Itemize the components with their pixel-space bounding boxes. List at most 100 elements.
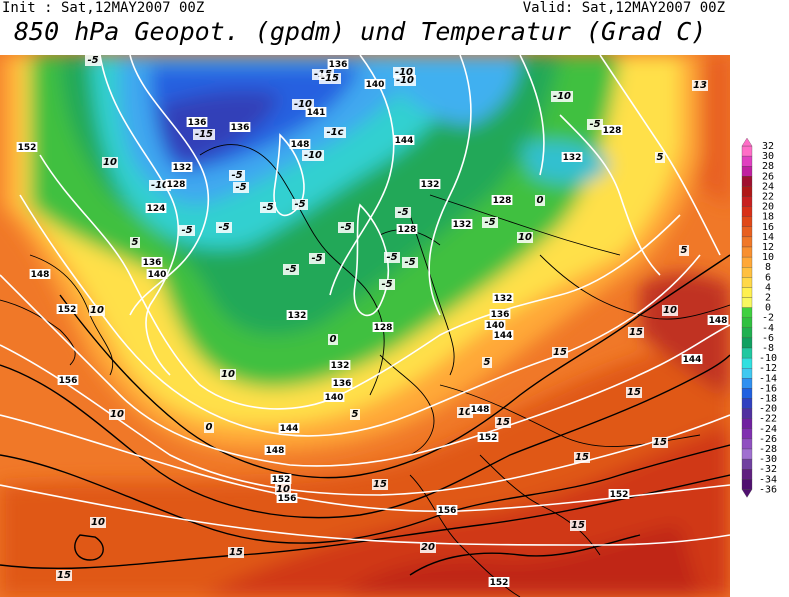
isotherm-label-bg: [292, 99, 314, 110]
geopotential-label: 128: [603, 126, 622, 136]
isotherm-label: -5: [218, 222, 229, 233]
colorbar-swatch: [741, 166, 753, 177]
colorbar-tick-label: -4: [762, 323, 774, 334]
isotherm-label-bg: [149, 180, 171, 191]
isotherm-label: -5: [294, 199, 305, 210]
isotherm-label-bg: [574, 452, 590, 463]
isotherm-label: -5: [386, 252, 397, 263]
isotherm-label-bg: [626, 387, 642, 398]
colorbar-tick-label: -32: [759, 464, 777, 475]
geopotential-label-bg: [276, 493, 298, 503]
colorbar-swatch: [741, 337, 753, 349]
isotherm-label-bg: [275, 484, 291, 495]
isotherm-label: 15: [373, 479, 387, 490]
colorbar-swatch: [741, 287, 753, 298]
geopotential-label-bg: [372, 322, 394, 332]
colorbar-tick-label: -24: [759, 424, 777, 435]
colorbar-swatch: [741, 307, 753, 318]
isotherm-label-bg: [395, 207, 411, 218]
isotherm-label-bg: [56, 570, 72, 581]
geopotential-label-bg: [364, 79, 386, 89]
isotherm-label-bg: [130, 237, 140, 248]
geopotential-contours: [0, 55, 730, 546]
isotherm-label: 5: [484, 357, 491, 368]
geopotential-label: 128: [374, 323, 393, 333]
colorbar-swatch: [741, 176, 753, 187]
isotherm-label: 13: [693, 80, 707, 91]
geopotential-label-bg: [29, 269, 51, 279]
colorbar-swatches: [741, 138, 753, 498]
isotherm-label-bg: [655, 152, 665, 163]
map-svg: -5-15-10-10-15-1013-15-10-1c-5-10-55-10-…: [0, 55, 730, 597]
colorbar-swatch: [741, 277, 753, 288]
isotherm-label-bg: [229, 170, 245, 181]
colorbar-swatch: [741, 236, 753, 248]
geopotential-label-bg: [286, 310, 308, 320]
isotherm-label-bg: [109, 409, 125, 420]
isotherm-label-bg: [179, 225, 195, 236]
isotherm-label-bg: [551, 91, 573, 102]
geopotential-label-bg: [329, 360, 351, 370]
colorbar-tick-label: -18: [759, 394, 777, 405]
geopotential-label-bg: [146, 269, 168, 279]
geopotential-label: 132: [421, 180, 440, 190]
isotherm-label: -10: [553, 91, 571, 102]
temperature-colorbar: 32302826242220181614121086420-2-4-6-8-10…: [741, 138, 777, 498]
colorbar-swatch: [741, 378, 753, 389]
isotherm-label-bg: [628, 327, 644, 338]
colorbar-tick-labels: 32302826242220181614121086420-2-4-6-8-10…: [759, 141, 777, 495]
colorbar-tick-label: 28: [762, 161, 774, 172]
geopotential-label: 136: [329, 60, 348, 70]
isotherm-label: -5: [589, 119, 600, 130]
colorbar-tick-label: 30: [762, 151, 774, 162]
geopotential-label-bg: [229, 122, 251, 132]
geopotential-label-bg: [419, 179, 441, 189]
geopotential-label-bg: [436, 505, 458, 515]
colorbar-swatch: [741, 408, 753, 419]
geopotential-label-bg: [141, 257, 163, 267]
geopotential-label: 132: [173, 163, 192, 173]
colorbar-tick-label: -12: [759, 363, 777, 374]
geopotential-label-bg: [57, 375, 79, 385]
isotherm-label: 5: [132, 237, 139, 248]
geopotential-label-bg: [396, 224, 418, 234]
isotherm-label: -5: [181, 225, 192, 236]
colorbar-swatch: [741, 347, 753, 359]
colorbar-tick-label: 20: [762, 202, 774, 213]
geopotential-label: 152: [272, 475, 291, 485]
isotherm-label: 10: [221, 369, 235, 380]
colorbar-swatch: [741, 246, 753, 258]
colorbar-swatch: [741, 256, 753, 268]
colorbar-swatch: [741, 398, 753, 409]
coastlines: [0, 144, 730, 597]
geopotential-label: 132: [563, 153, 582, 163]
isotherm-label: 0: [537, 195, 544, 206]
colorbar-swatch: [741, 196, 753, 207]
isotherm-label-bg: [570, 520, 586, 531]
temp-zone-east: [640, 273, 730, 395]
isotherm-label: -5: [397, 207, 408, 218]
geopotential-label: 132: [331, 361, 350, 371]
isotherm-label: -10: [396, 75, 414, 86]
isotherm-label: 15: [571, 520, 585, 531]
colorbar-swatch: [741, 267, 753, 278]
isotherm-label: 10: [110, 409, 124, 420]
isotherm-label-bg: [319, 73, 341, 84]
colorbar-swatch: [741, 155, 753, 167]
geopotential-label: 156: [59, 376, 78, 386]
geopotential-label: 140: [486, 321, 505, 331]
colorbar-tick-label: -8: [762, 343, 774, 354]
geopotential-label: 136: [143, 258, 162, 268]
isotherm-label: 0: [206, 422, 213, 433]
colorbar-tick-label: 22: [762, 192, 774, 203]
colorbar-tick-label: -14: [759, 373, 777, 384]
geopotential-label-bg: [451, 219, 473, 229]
isotherm-label-bg: [394, 75, 416, 86]
geopotential-label: 148: [266, 446, 285, 456]
geopotential-label-bg: [469, 404, 491, 414]
geopotential-label: 141: [307, 108, 326, 118]
geopotential-label: 156: [438, 506, 457, 516]
init-time-label: Init : Sat,12MAY2007 00Z: [2, 0, 205, 16]
isotherm-label: 5: [657, 152, 664, 163]
isotherm-label-bg: [495, 417, 511, 428]
